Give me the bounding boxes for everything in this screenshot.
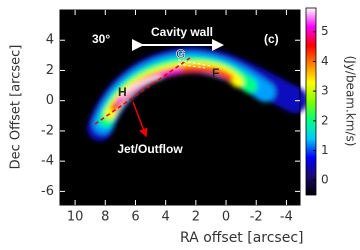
x-tick-label: 8 [101,210,109,225]
panel-label: (c) [264,32,279,46]
colorbar-tick-label: 2 [321,113,329,127]
colorbar-label: (Jy/beam.km/s) [344,56,358,147]
y-tick-label: -6 [41,184,54,199]
x-tick-label: 10 [67,210,84,225]
x-tick-label: 6 [131,210,139,225]
outflow-axis [94,57,191,125]
x-tick-label: -4 [280,210,293,225]
angle-label: 30° [92,32,110,46]
x-tick-label: 2 [192,210,200,225]
g-label: G [176,47,185,61]
h-label: H [118,85,127,99]
y-tick-label: 4 [46,33,54,48]
colorbar-tick-label: 1 [321,143,329,157]
plot-frame [59,9,301,206]
x-tick-label: -2 [250,210,263,225]
cavity-label: Cavity wall [151,25,213,39]
colorbar-tick-label: 3 [321,84,329,98]
y-tick-label: 2 [46,63,54,78]
f-label: F [212,66,219,80]
jet-arrow [132,101,148,138]
g-f-lines [177,59,211,69]
y-tick-label: -2 [41,123,54,138]
colorbar [305,7,317,196]
colorbar-tick-label: 0 [321,173,329,187]
x-tick-label: 4 [162,210,170,225]
jet-label: Jet/Outflow [117,142,183,156]
colorbar-tick-label: 4 [321,54,329,68]
x-axis-label: RA offset [arcsec] [180,230,304,246]
y-tick-label: 0 [46,93,54,108]
y-tick-label: -4 [41,154,54,169]
x-tick-label: 0 [222,210,230,225]
y-axis-label: Dec Offset [arcsec] [9,45,24,170]
colorbar-tick-label: 5 [321,24,329,38]
